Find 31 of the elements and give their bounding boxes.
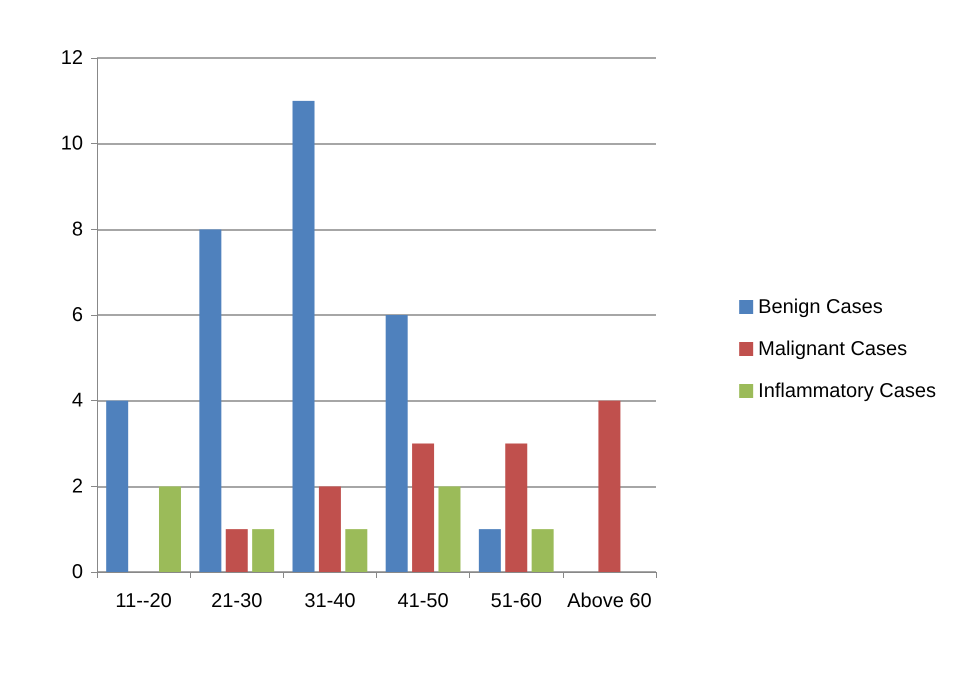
x-tick-label: 11--20: [115, 590, 172, 612]
x-tick-label: Above 60: [567, 590, 652, 612]
bar: [505, 444, 528, 572]
bar: [252, 529, 274, 572]
bar: [199, 229, 222, 572]
y-tick-label: 10: [60, 132, 83, 155]
y-tick-label: 2: [72, 475, 83, 498]
x-tick-label: 51-60: [490, 590, 542, 612]
bar: [158, 486, 181, 572]
y-tick-label: 4: [72, 390, 83, 412]
bar: [598, 400, 620, 572]
legend-label: Benign Cases: [758, 296, 883, 318]
y-tick-label: 8: [72, 218, 83, 240]
bar: [345, 529, 368, 572]
bar: [226, 529, 248, 572]
x-tick-label: 31-40: [304, 590, 356, 612]
bar: [412, 444, 434, 572]
bar: [478, 529, 501, 572]
bar: [532, 529, 554, 572]
bar: [292, 100, 315, 572]
legend-label: Inflammatory Cases: [758, 380, 936, 402]
x-tick-label: 21-30: [211, 590, 262, 612]
bar: [318, 486, 341, 572]
legend-label: Malignant Cases: [758, 338, 908, 360]
y-tick-label: 6: [72, 304, 83, 326]
bar: [106, 400, 128, 572]
bar: [386, 315, 408, 572]
y-tick-label: 0: [72, 561, 83, 583]
x-tick-label: 41-50: [398, 590, 449, 612]
y-tick-label: 12: [60, 47, 83, 69]
bar: [438, 486, 460, 572]
